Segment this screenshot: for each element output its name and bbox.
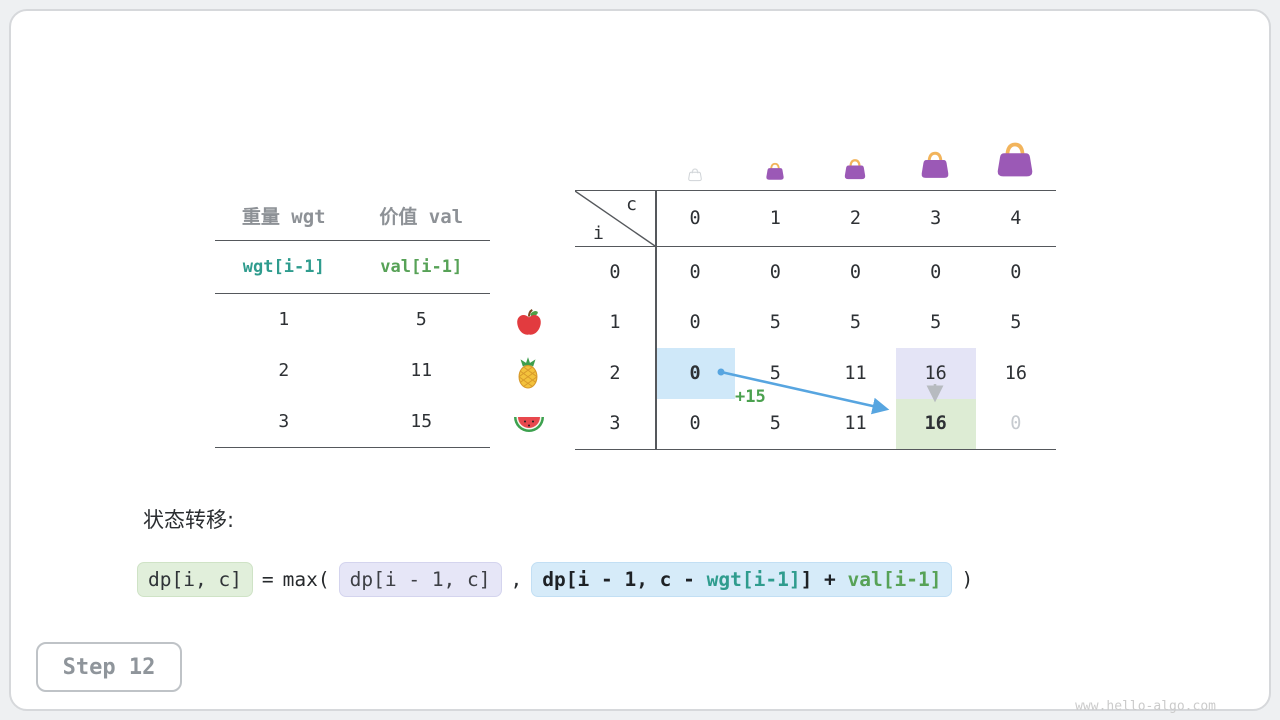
item-weight-cell: 3 [278,411,290,432]
dp-value-cell: 5 [849,312,862,334]
wgt-formula-label: wgt[i-1] [242,257,325,277]
dp-table-row: 0 0 0 0 0 0 [575,247,1056,298]
watermark: www.hello-algo.com [1075,699,1216,714]
dp-row-header: 2 [609,362,621,384]
items-table-body: 1 5 2 11 3 15 [215,294,490,447]
item-value-cell: 15 [410,411,433,432]
item-weight-cell: 2 [278,360,290,381]
item-value-cell: 5 [415,309,427,330]
dp-table-row: 1 0 5 5 5 5 [575,298,1056,349]
formula-skip-chip: dp[i - 1, c] [338,562,502,597]
dp-col-header: 0 [689,208,701,229]
dp-value-cell: 0 [689,261,701,283]
item-axis-label: i [593,223,604,244]
dp-value-cell: 11 [844,413,867,435]
dp-col-header: 2 [849,208,862,229]
dp-table-header-row: c i 0 1 2 3 4 [575,191,1056,247]
dp-value-cell: 5 [769,413,781,435]
transition-formula: dp[i, c] = max( dp[i - 1, c] , dp[i - 1,… [137,562,973,597]
items-table: 重量 wgt 价值 val wgt[i-1] val[i-1] 1 5 2 11 3 15 [215,190,490,448]
dp-table-body: 0 0 0 0 0 0 1 0 5 5 5 5 2 0 5 11 16 16 3 0 5 11 16 0 [575,247,1056,449]
step-badge-label: Step 12 [62,654,156,680]
capacity-axis-label: c [626,194,637,215]
items-table-formula-row: wgt[i-1] val[i-1] [215,241,490,294]
dp-value-cell: 5 [769,312,781,334]
dp-value-cell: 0 [689,413,701,435]
dp-value-cell: 16 [895,348,976,399]
bag-icon-capacity-4 [993,139,1037,183]
value-column-header: 价值 val [379,205,464,228]
dp-col-header: 1 [769,208,781,229]
take-chip-prefix: dp[i - 1, c - [542,568,707,591]
formula-take-chip: dp[i - 1, c - wgt[i-1]] + val[i-1] [531,562,953,597]
dp-value-cell: 0 [1010,413,1022,435]
dp-table-row: 2 0 5 11 16 16 [575,348,1056,399]
dp-corner-cell: c i [575,191,655,246]
dp-value-cell: 11 [844,362,867,384]
bag-icon-capacity-0 [687,167,703,183]
max-open-text: max( [282,568,330,591]
apple-icon [514,308,544,338]
dp-value-cell: 16 [895,398,976,449]
items-table-header: 重量 wgt 价值 val [215,190,490,241]
dp-row-header: 3 [609,413,621,435]
bag-icon-capacity-3 [918,149,952,183]
pineapple-icon [513,357,543,389]
transition-section-label: 状态转移: [143,508,235,532]
weight-column-header: 重量 wgt [241,205,326,228]
items-table-row: 2 11 [215,345,490,396]
take-chip-val: val[i-1] [847,568,942,591]
formula-lhs-chip: dp[i, c] [137,562,253,597]
items-table-row: 3 15 [215,396,490,447]
step-badge: Step 12 [36,642,182,692]
close-paren-text: ) [961,568,974,591]
item-value-cell: 11 [410,360,433,381]
dp-value-cell: 0 [655,348,736,399]
dp-value-cell: 0 [769,261,781,283]
equals-operator: = [261,568,274,591]
dp-row-header: 0 [609,261,621,283]
val-formula-label: val[i-1] [380,257,463,277]
watermelon-icon [513,415,545,435]
dp-col-header: 4 [1010,208,1022,229]
dp-value-cell: 0 [849,261,862,283]
dp-table-divider [655,191,657,449]
take-chip-wgt: wgt[i-1] [706,568,801,591]
dp-value-cell: 0 [930,261,942,283]
dp-value-cell: 5 [1010,312,1022,334]
dp-value-cell: 5 [930,312,942,334]
take-chip-mid: ] + [800,568,848,591]
bag-icon-capacity-1 [764,161,786,183]
dp-value-cell: 0 [689,312,701,334]
dp-col-header: 3 [930,208,942,229]
comma-separator: , [510,568,523,591]
dp-value-cell: 0 [1010,261,1022,283]
dp-value-cell: 16 [1004,362,1027,384]
value-gain-annotation: +15 [735,387,766,407]
dp-table-row: 3 0 5 11 16 0 [575,398,1056,449]
dp-row-header: 1 [609,312,621,334]
bag-icon-capacity-2 [842,157,868,183]
item-weight-cell: 1 [278,309,290,330]
